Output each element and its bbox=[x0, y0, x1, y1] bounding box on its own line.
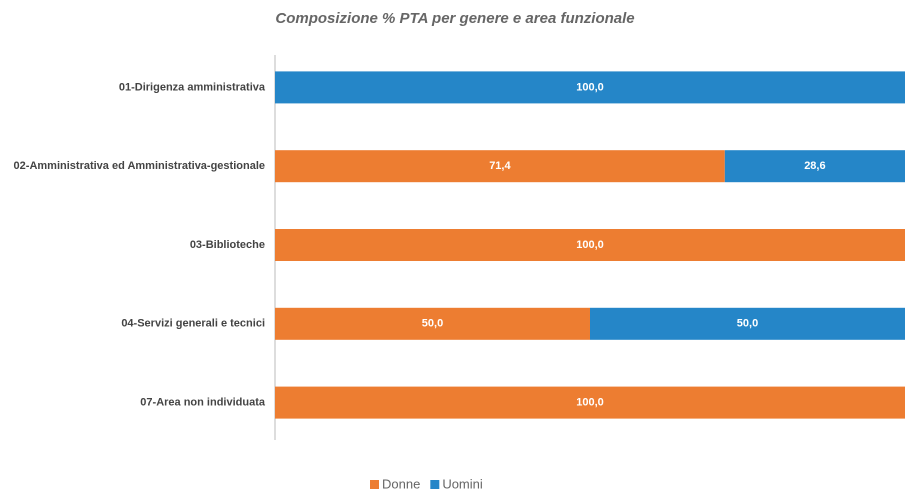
bar-segment bbox=[275, 229, 905, 261]
bar-segment bbox=[275, 71, 905, 104]
data-label: 100,0 bbox=[576, 397, 604, 409]
bar-segment bbox=[275, 386, 905, 419]
data-label: 71,4 bbox=[489, 160, 511, 172]
legend-label: Donne bbox=[382, 476, 420, 491]
data-label: 100,0 bbox=[576, 81, 604, 93]
bar-segment bbox=[275, 307, 590, 340]
y-tick-label: 02-Amministrativa ed Amministrativa-gest… bbox=[14, 160, 265, 172]
data-label: 100,0 bbox=[576, 239, 604, 251]
bar-segment bbox=[590, 307, 905, 340]
bar-segment bbox=[275, 150, 725, 183]
legend-swatch bbox=[370, 480, 379, 489]
legend-label: Uomini bbox=[442, 476, 483, 491]
data-label: 50,0 bbox=[422, 318, 443, 330]
y-tick-label: 01-Dirigenza amministrativa bbox=[119, 81, 266, 93]
y-tick-label: 07-Area non individuata bbox=[140, 397, 266, 409]
data-label: 28,6 bbox=[804, 160, 825, 172]
data-label: 50,0 bbox=[737, 318, 758, 330]
y-tick-label: 04-Servizi generali e tecnici bbox=[121, 318, 265, 330]
y-tick-label: 03-Biblioteche bbox=[190, 239, 265, 251]
bar-segment bbox=[724, 150, 905, 183]
chart-title: Composizione % PTA per genere e area fun… bbox=[275, 10, 634, 27]
legend-swatch bbox=[430, 480, 440, 489]
